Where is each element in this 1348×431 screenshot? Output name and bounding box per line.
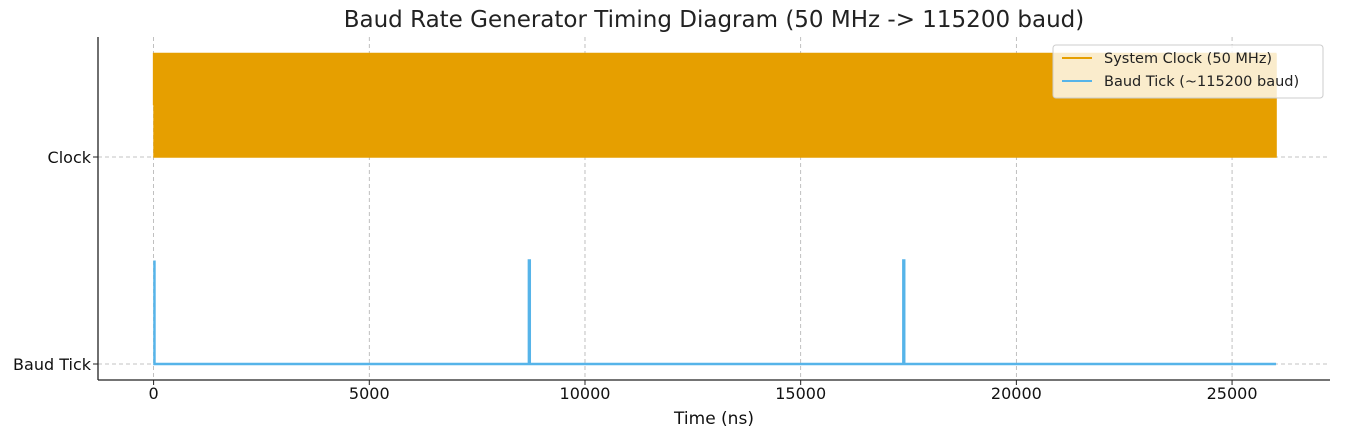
- y-tick-label: Clock: [48, 148, 92, 167]
- x-tick-label: 0: [149, 384, 159, 403]
- x-ticks: 0 5000 10000 15000 20000 25000: [149, 380, 1258, 403]
- x-tick-label: 5000: [349, 384, 390, 403]
- x-tick-label: 10000: [560, 384, 611, 403]
- baud-tick-waveform: [153, 259, 1277, 366]
- x-tick-label: 25000: [1207, 384, 1258, 403]
- chart-title: Baud Rate Generator Timing Diagram (50 M…: [344, 7, 1085, 33]
- x-tick-label: 15000: [775, 384, 826, 403]
- axes: [97, 37, 1330, 381]
- y-tick-label: Baud Tick: [13, 355, 92, 374]
- legend: System Clock (50 MHz) Baud Tick (~115200…: [1052, 44, 1324, 99]
- legend-label-baud-tick: Baud Tick (~115200 baud): [1104, 74, 1299, 90]
- x-axis-label: Time (ns): [673, 409, 754, 429]
- x-tick-label: 20000: [991, 384, 1042, 403]
- baud-tick-series: [153, 259, 1277, 366]
- legend-box: [1052, 44, 1324, 99]
- y-ticks: Clock Baud Tick: [13, 148, 98, 374]
- legend-label-clock: System Clock (50 MHz): [1104, 51, 1272, 67]
